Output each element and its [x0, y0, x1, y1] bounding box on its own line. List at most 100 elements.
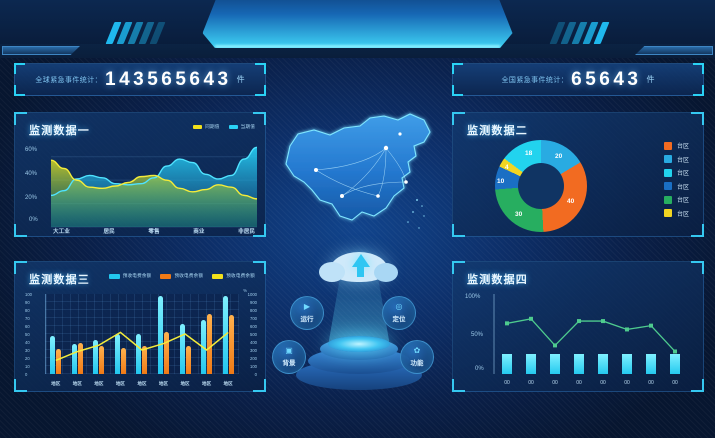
legend-label: 同期值 — [205, 124, 220, 129]
legend-item[interactable]: 预收电费余额 — [108, 273, 152, 279]
legend-label: 当期值 — [240, 124, 255, 129]
legend-item[interactable]: 台区 — [663, 155, 689, 164]
bar-orange[interactable] — [142, 346, 148, 374]
upload-arrow-stem — [357, 266, 364, 277]
header-tab-left[interactable] — [2, 46, 80, 55]
x-label: 地区 — [51, 381, 61, 386]
bar-cyan[interactable] — [93, 339, 99, 374]
chart-1-x-labels: 大工业 居民 零售 商业 非居民 — [53, 227, 255, 235]
bar-cyan[interactable] — [158, 296, 163, 374]
y-tick-0: 0% — [475, 366, 484, 372]
y-tick-right: 1000 — [247, 292, 257, 297]
header-tab-right[interactable] — [635, 46, 713, 55]
chart-2-plot: 20 40 30 10 4 18 — [473, 139, 623, 234]
national-stat-banner: 全国紧急事件统计： 65643 件 — [452, 63, 704, 96]
corner-bracket-bl — [452, 224, 465, 237]
bar[interactable] — [622, 354, 632, 374]
bar[interactable] — [598, 354, 608, 374]
y-tick-left: 50 — [25, 332, 30, 337]
bar-group[interactable] — [114, 334, 126, 374]
corner-bracket-tr — [693, 63, 704, 74]
y-tick-left: 10 — [25, 364, 30, 369]
bar-orange[interactable] — [56, 349, 62, 374]
bar-group[interactable] — [50, 335, 62, 374]
legend-label: 台区 — [676, 171, 689, 177]
legend-item[interactable]: 台区 — [663, 195, 689, 204]
global-stat-label: 全球紧急事件统计： — [35, 76, 102, 84]
china-map[interactable] — [274, 104, 444, 244]
bar-orange[interactable] — [77, 342, 83, 374]
legend-swatch — [663, 155, 672, 163]
bar-group[interactable] — [71, 342, 83, 374]
legend-item[interactable]: 台区 — [663, 209, 689, 218]
bar-orange[interactable] — [99, 346, 105, 374]
donut-chart[interactable] — [495, 140, 587, 232]
legend-item[interactable]: 预收电费余额 — [212, 273, 255, 279]
y-tick-40: 40% — [25, 171, 38, 177]
button-function[interactable]: ✿ 功能 — [400, 340, 434, 374]
x-label: 00 — [576, 380, 582, 386]
button-run[interactable]: ▶ 运行 — [290, 296, 324, 330]
button-run-label: 运行 — [300, 316, 314, 323]
bar-group[interactable] — [93, 339, 105, 374]
y-tick-left: 90 — [25, 300, 30, 305]
image-icon: ▣ — [285, 346, 293, 355]
global-stat-value: 143565643 — [105, 68, 232, 90]
y-tick-50: 50% — [471, 332, 484, 338]
bar-orange[interactable] — [164, 332, 169, 374]
bar[interactable] — [574, 354, 584, 374]
line-marker — [553, 343, 557, 348]
bar-cyan[interactable] — [136, 334, 142, 374]
legend-label: 台区 — [676, 144, 689, 150]
bar[interactable] — [646, 354, 656, 374]
corner-bracket-br — [253, 379, 266, 392]
bar-cyan[interactable] — [114, 334, 120, 374]
bar[interactable] — [550, 354, 560, 374]
bar[interactable] — [526, 354, 536, 374]
play-icon: ▶ — [303, 302, 311, 311]
y-tick-left: 30 — [25, 348, 30, 353]
header-title-bar — [202, 0, 513, 48]
bar-cyan[interactable] — [179, 324, 185, 374]
panel-4-title: 监测数据四 — [467, 274, 528, 286]
corner-bracket-br — [255, 85, 266, 96]
bar[interactable] — [670, 354, 680, 374]
corner-bracket-bl — [14, 379, 27, 392]
upload-arrow-icon — [352, 254, 370, 267]
legend-label: 台区 — [676, 184, 689, 191]
panel-3-title: 监测数据三 — [29, 274, 90, 286]
y-tick-right: 0 — [254, 372, 257, 377]
corner-bracket-tr — [691, 261, 704, 274]
legend-item[interactable]: 当期值 — [228, 124, 255, 130]
x-label: 地区 — [223, 381, 233, 386]
x-label: 地区 — [202, 381, 212, 386]
button-locate[interactable]: ◎ 定位 — [382, 296, 416, 330]
corner-bracket-bl — [452, 379, 465, 392]
panel-2-title: 监测数据二 — [467, 125, 528, 137]
bar-cyan[interactable] — [50, 335, 56, 374]
legend-item[interactable]: 台区 — [663, 182, 689, 191]
bar-orange[interactable] — [207, 314, 213, 374]
legend-item[interactable]: 同期值 — [193, 124, 219, 130]
button-function-label: 功能 — [410, 360, 424, 367]
bar-group[interactable] — [158, 296, 169, 374]
corner-bracket-tr — [253, 112, 266, 125]
bar[interactable] — [502, 354, 512, 374]
bar-orange[interactable] — [185, 346, 191, 374]
panel-monitor-data-4: 监测数据四 100% 50% 0% 00 00 00 00 00 00 00 00 — [452, 261, 704, 392]
china-map-svg — [285, 113, 431, 229]
legend-item[interactable]: 预收电费余额 — [160, 273, 203, 279]
bar-orange[interactable] — [120, 347, 126, 374]
header-stripes-left — [105, 22, 166, 44]
bar-group[interactable] — [179, 324, 191, 374]
x-label: 居民 — [103, 229, 115, 235]
legend-item[interactable]: 台区 — [663, 141, 689, 150]
button-background[interactable]: ▣ 背景 — [272, 340, 306, 374]
legend-item[interactable]: 台区 — [663, 168, 689, 177]
x-label: 00 — [528, 380, 534, 386]
bar-group[interactable] — [136, 334, 148, 374]
y-tick-20: 20% — [25, 195, 38, 201]
bar-orange[interactable] — [228, 314, 234, 374]
bar-cyan[interactable] — [71, 343, 77, 374]
legend-label: 台区 — [676, 198, 689, 204]
